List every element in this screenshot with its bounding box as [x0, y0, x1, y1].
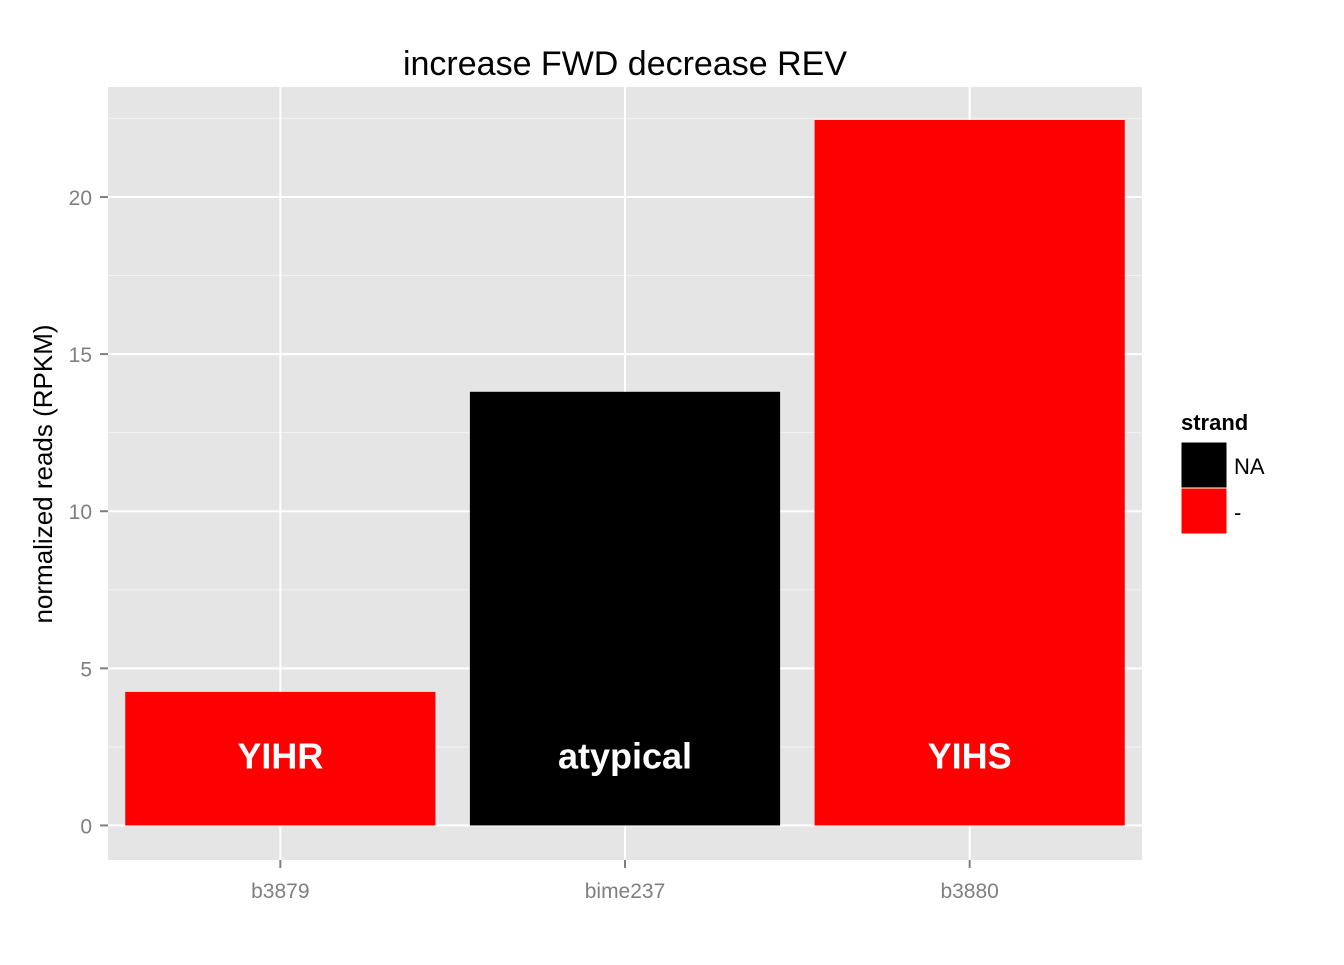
x-tick-label-bime237: bime237: [585, 880, 666, 903]
legend-key-minus: [1180, 487, 1228, 535]
bars: [125, 119, 1125, 826]
y-tick-label-0: 0: [80, 815, 92, 838]
bar-label-bime237: atypical: [558, 735, 692, 776]
y-tick-label-2: 10: [69, 501, 92, 524]
y-tick-label-1: 5: [80, 658, 92, 681]
x-tick-label-b3879: b3879: [251, 880, 309, 903]
legend-label-minus: -: [1234, 500, 1241, 525]
legend-key-na: [1180, 441, 1228, 489]
bar-labels: YIHR atypical YIHS: [237, 735, 1011, 776]
bar-b3880: [814, 119, 1125, 826]
bar-label-b3879: YIHR: [237, 735, 323, 776]
chart-title: increase FWD decrease REV: [403, 45, 847, 83]
legend-title: strand: [1181, 410, 1248, 435]
bar-bime237: [469, 391, 781, 826]
y-axis-title: normalized reads (RPKM): [28, 324, 58, 623]
x-axis: b3879 bime237 b3880: [251, 860, 999, 903]
y-tick-label-3: 15: [69, 344, 92, 367]
bar-label-b3880: YIHS: [928, 735, 1012, 776]
legend-label-na: NA: [1234, 454, 1265, 479]
x-tick-label-b3880: b3880: [940, 880, 998, 903]
bar-b3879: [125, 691, 436, 826]
legend: strand NA -: [1180, 410, 1265, 535]
y-axis: 0 5 10 15 20: [69, 187, 108, 838]
y-tick-label-4: 20: [69, 187, 92, 210]
